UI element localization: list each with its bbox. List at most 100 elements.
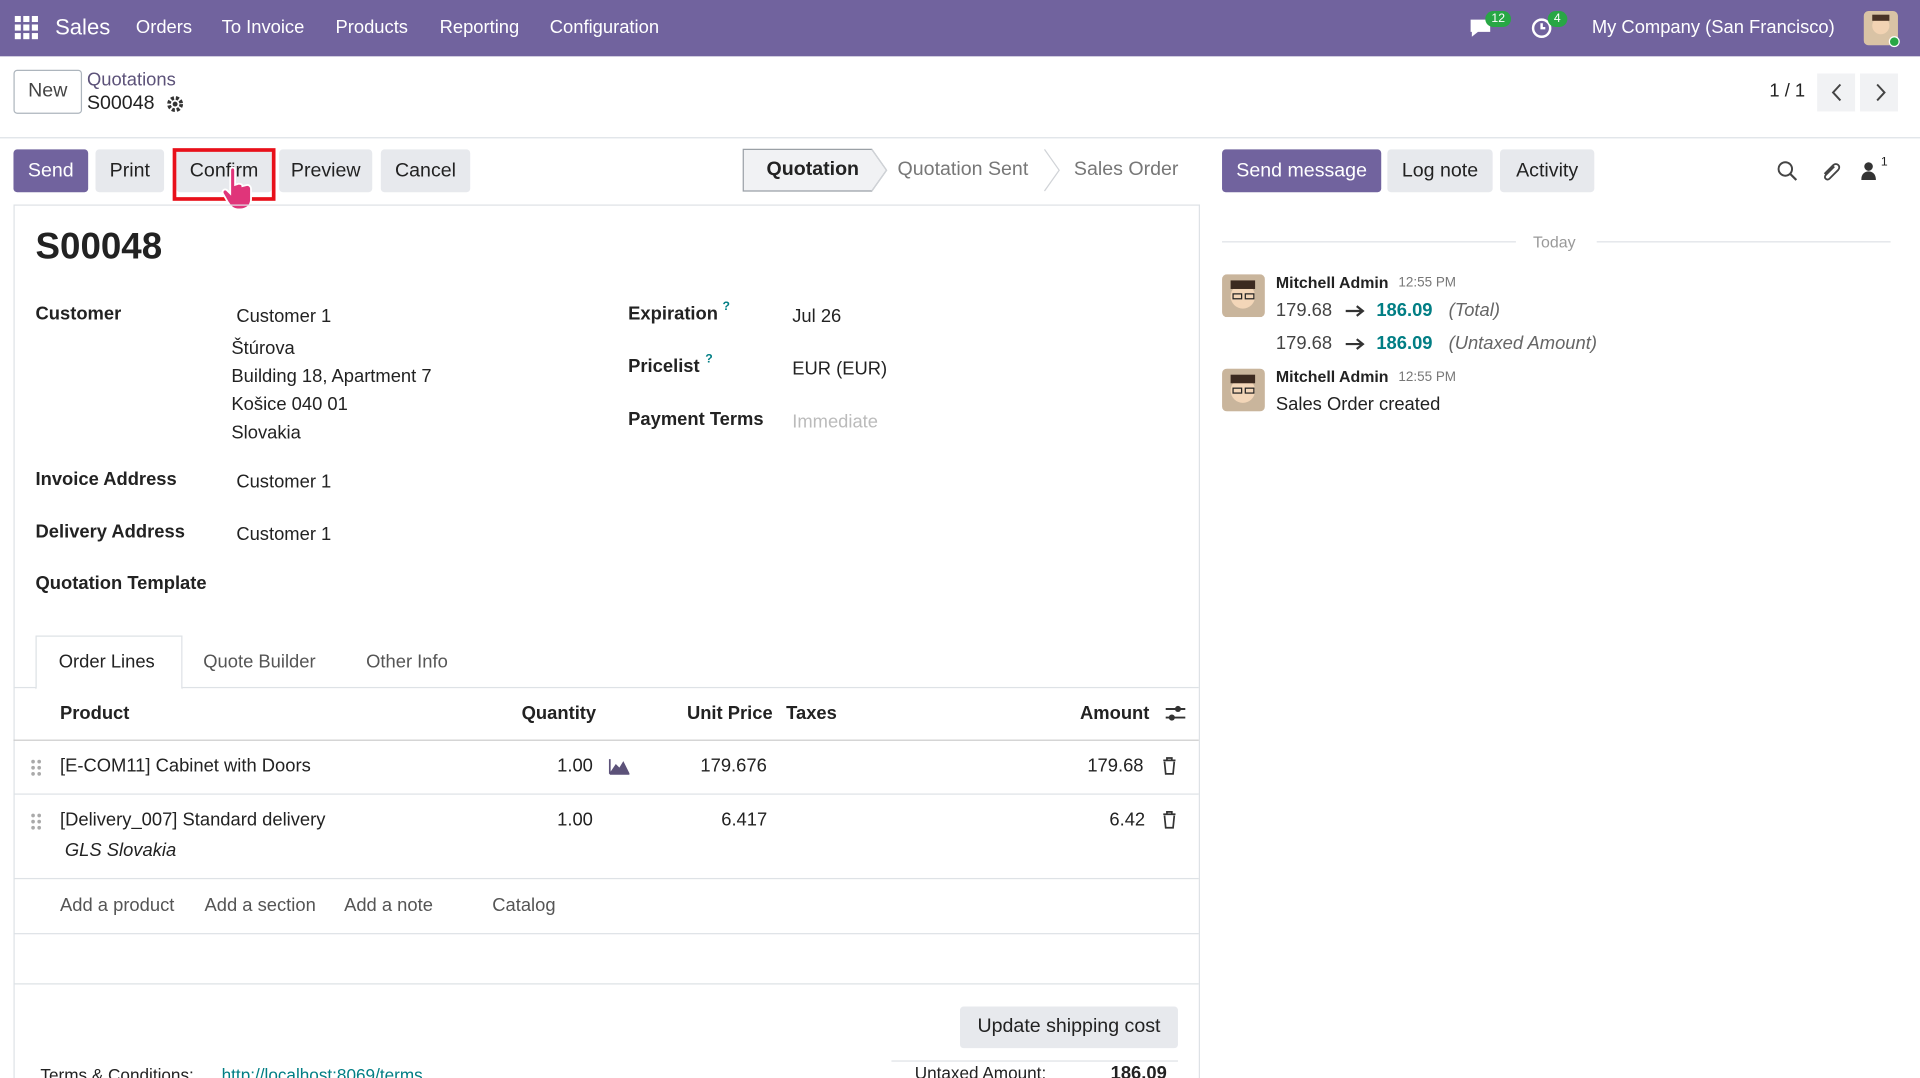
amount-cell: 179.68 [1087,755,1144,777]
message-time: 12:55 PM [1398,275,1457,291]
menu-item[interactable]: Configuration [549,17,660,38]
breadcrumb[interactable]: Quotations [86,69,176,91]
column-header[interactable]: Quantity [521,702,597,724]
gear-icon[interactable] [167,96,184,113]
column-header[interactable]: Unit Price [686,702,773,724]
line-description: GLS Slovakia [64,840,177,861]
company-switcher[interactable]: My Company (San Francisco) [1591,17,1835,38]
field-label: Invoice Address [35,468,177,490]
old-value: 179.68 [1275,300,1333,321]
new-value: 186.09 [1376,300,1433,321]
drag-handle[interactable] [29,758,44,778]
followers-icon[interactable] [1861,162,1878,182]
activity-icon[interactable] [1531,17,1555,39]
field-label: Pricelist [628,356,700,378]
help-tooltip[interactable]: ? [722,300,730,314]
print-button[interactable]: Print [95,149,165,193]
untaxed-label: Untaxed Amount: [914,1062,1047,1078]
menu-item[interactable]: Products [335,17,409,38]
help-tooltip[interactable]: ? [705,352,713,367]
add-link[interactable]: Catalog [492,895,556,916]
badge: 12 [1485,11,1512,27]
field-label: Customer [35,303,122,325]
menu-item[interactable]: Reporting [439,17,520,38]
amount-cell: 6.42 [1109,809,1146,831]
log-note-button[interactable]: Log note [1387,149,1493,193]
column-settings[interactable] [1164,704,1186,724]
message-time: 12:55 PM [1398,369,1457,385]
field-value[interactable]: Jul 26 [792,306,842,327]
active-tab [35,635,183,690]
new-button[interactable]: New [13,69,83,114]
navbar [0,0,1920,57]
tab[interactable]: Other Info [366,651,448,673]
apps-icon[interactable] [14,15,39,40]
tab[interactable]: Quote Builder [203,651,316,673]
highlight-box [172,148,276,201]
tab[interactable]: Order Lines [58,651,155,673]
add-link[interactable]: Add a product [60,895,175,916]
column-header[interactable]: Amount [1080,702,1150,724]
divider [1596,241,1891,243]
terms-link[interactable]: http://localhost:8069/terms [221,1065,423,1078]
date-separator: Today [1533,232,1576,252]
send-message-button[interactable]: Send message [1222,149,1382,193]
app-name[interactable]: Sales [55,14,111,40]
quantity-cell[interactable]: 1.00 [557,755,593,777]
quantity-cell[interactable]: 1.00 [557,809,593,831]
message-author: Mitchell Admin [1275,367,1389,386]
divider [13,933,1199,935]
record-title: S00048 [35,226,163,267]
record-name: S00048 [86,93,155,114]
menu-item[interactable]: Orders [135,17,193,38]
untaxed-value: 186.09 [1110,1062,1167,1078]
address-line: Štúrova [231,337,295,359]
field-value[interactable]: Customer 1 [236,471,332,493]
search-icon[interactable] [1777,160,1799,182]
activity-button[interactable]: Activity [1500,149,1595,193]
terms-label: Terms & Conditions: [40,1065,194,1078]
add-link[interactable]: Add a note [344,895,433,916]
status-stage[interactable]: Quotation [766,159,860,181]
pager-prev[interactable] [1817,73,1856,112]
status-stage[interactable]: Sales Order [1073,159,1179,181]
add-link[interactable]: Add a section [204,895,316,916]
field-placeholder[interactable]: Immediate [792,411,878,433]
customer-name[interactable]: Customer 1 [236,306,332,327]
preview-button[interactable]: Preview [279,149,373,193]
cancel-button[interactable]: Cancel [380,149,471,193]
send-button[interactable]: Send [13,149,89,193]
field-value[interactable]: Customer 1 [236,524,332,545]
attachment-icon[interactable] [1818,159,1841,183]
divider [0,137,1920,139]
messages-icon[interactable] [1468,17,1495,39]
update-shipping-button[interactable]: Update shipping cost [960,1006,1178,1049]
user-avatar[interactable] [1863,11,1901,48]
delete-icon[interactable] [1162,810,1177,829]
drag-handle[interactable] [29,812,44,832]
delete-icon[interactable] [1162,757,1177,775]
column-header[interactable]: Product [60,702,130,724]
confirm-button[interactable]: Confirm [176,149,272,193]
unit-price-cell[interactable]: 6.417 [721,809,768,831]
forecast-icon[interactable] [608,757,631,775]
divider [13,793,1199,795]
author-avatar [1222,368,1265,412]
pager-next[interactable] [1860,73,1898,112]
unit-price-cell[interactable]: 179.676 [700,755,767,777]
column-header[interactable]: Taxes [786,702,837,724]
product-cell[interactable]: [Delivery_007] Standard delivery [60,809,326,831]
product-cell[interactable]: [E-COM11] Cabinet with Doors [60,755,311,777]
menu-item[interactable]: To Invoice [221,17,305,38]
status-stage[interactable]: Quotation Sent [897,159,1029,181]
old-value: 179.68 [1275,333,1333,354]
field-value[interactable]: EUR (EUR) [792,358,888,380]
changed-field: (Total) [1448,300,1500,321]
new-value: 186.09 [1376,333,1433,354]
divider [891,1060,1178,1062]
divider [13,877,1199,880]
field-label: Expiration [628,303,718,325]
address-line: Building 18, Apartment 7 [231,366,432,387]
